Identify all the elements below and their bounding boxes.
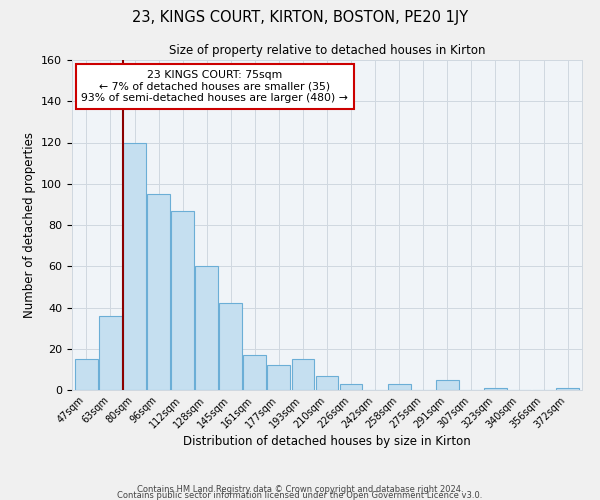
Bar [220,304,242,390]
Bar [75,359,98,390]
Bar [484,388,507,390]
Bar [268,365,290,390]
Bar [292,359,314,390]
Bar [147,194,170,390]
Bar [171,210,194,390]
Bar [99,316,122,390]
Bar [436,380,459,390]
Bar [195,266,218,390]
Title: Size of property relative to detached houses in Kirton: Size of property relative to detached ho… [169,44,485,58]
Bar [340,384,362,390]
X-axis label: Distribution of detached houses by size in Kirton: Distribution of detached houses by size … [183,436,471,448]
Bar [556,388,579,390]
Bar [316,376,338,390]
Text: 23 KINGS COURT: 75sqm
← 7% of detached houses are smaller (35)
93% of semi-detac: 23 KINGS COURT: 75sqm ← 7% of detached h… [82,70,348,103]
Bar [123,142,146,390]
Y-axis label: Number of detached properties: Number of detached properties [23,132,35,318]
Bar [244,355,266,390]
Text: Contains public sector information licensed under the Open Government Licence v3: Contains public sector information licen… [118,490,482,500]
Text: 23, KINGS COURT, KIRTON, BOSTON, PE20 1JY: 23, KINGS COURT, KIRTON, BOSTON, PE20 1J… [132,10,468,25]
Bar [388,384,410,390]
Text: Contains HM Land Registry data © Crown copyright and database right 2024.: Contains HM Land Registry data © Crown c… [137,484,463,494]
